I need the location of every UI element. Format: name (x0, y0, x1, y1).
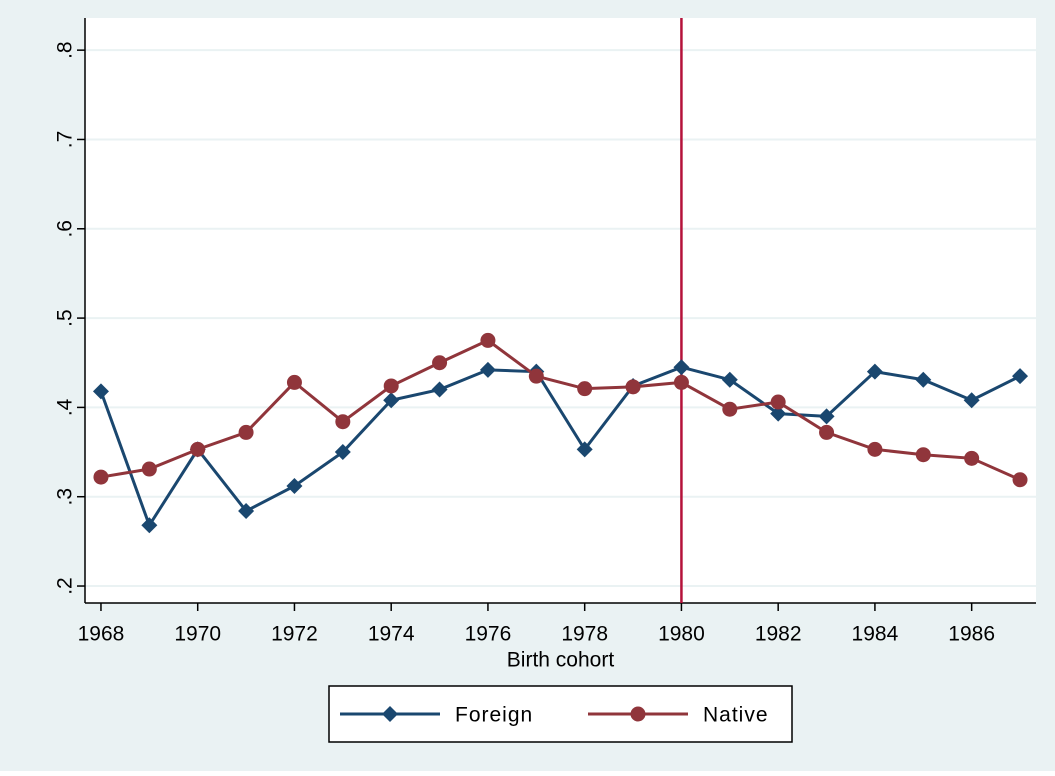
marker (93, 469, 109, 485)
marker (818, 408, 835, 425)
marker (866, 363, 883, 380)
marker (286, 374, 302, 390)
marker (721, 371, 738, 388)
marker (819, 424, 835, 440)
marker (867, 441, 883, 457)
marker (722, 401, 738, 417)
marker (1012, 368, 1029, 385)
y-tick-label: .3 (54, 488, 77, 506)
x-tick-label: 1972 (271, 623, 318, 646)
marker (92, 383, 109, 400)
legend-label: Native (703, 704, 769, 727)
marker (432, 355, 448, 371)
series-line (99, 365, 1021, 529)
marker (286, 478, 303, 494)
x-tick-label: 1974 (368, 623, 415, 646)
marker (630, 706, 646, 722)
marker (238, 503, 255, 520)
legend-label: Foreign (455, 704, 533, 727)
marker (915, 371, 932, 388)
marker (382, 706, 398, 722)
marker (576, 441, 593, 458)
x-tick-label: 1968 (78, 623, 125, 646)
y-tick-label: .4 (54, 398, 77, 416)
x-tick-label: 1986 (948, 623, 995, 646)
x-tick-label: 1970 (174, 623, 221, 646)
x-tick-label: 1976 (465, 623, 512, 646)
marker (190, 441, 206, 457)
marker (964, 450, 980, 466)
marker (431, 381, 448, 398)
x-tick-label: 1982 (755, 623, 802, 646)
marker (335, 414, 351, 430)
marker (238, 424, 254, 440)
marker (770, 405, 787, 422)
marker (673, 374, 689, 390)
x-tick-label: 1984 (852, 623, 899, 646)
plot-area (85, 18, 1036, 603)
series-line (100, 338, 1021, 482)
x-tick-label: 1980 (658, 623, 705, 646)
marker (141, 517, 158, 534)
marker (383, 392, 400, 409)
marker (963, 392, 980, 409)
y-tick-label: .6 (54, 220, 77, 238)
marker (141, 461, 157, 477)
marker (479, 361, 496, 378)
marker (334, 444, 351, 461)
marker (625, 379, 641, 395)
marker (480, 332, 496, 348)
marker (577, 381, 593, 397)
marker (915, 447, 931, 463)
x-axis-title: Birth cohort (507, 649, 615, 672)
marker (673, 359, 690, 376)
y-tick-label: .8 (54, 41, 77, 59)
y-tick-label: .5 (54, 309, 77, 327)
marker (770, 394, 786, 410)
y-tick-label: .2 (54, 577, 77, 595)
y-tick-label: .7 (54, 131, 77, 149)
marker (383, 378, 399, 394)
x-tick-label: 1978 (561, 623, 608, 646)
marker (528, 368, 544, 384)
marker (1012, 472, 1028, 488)
